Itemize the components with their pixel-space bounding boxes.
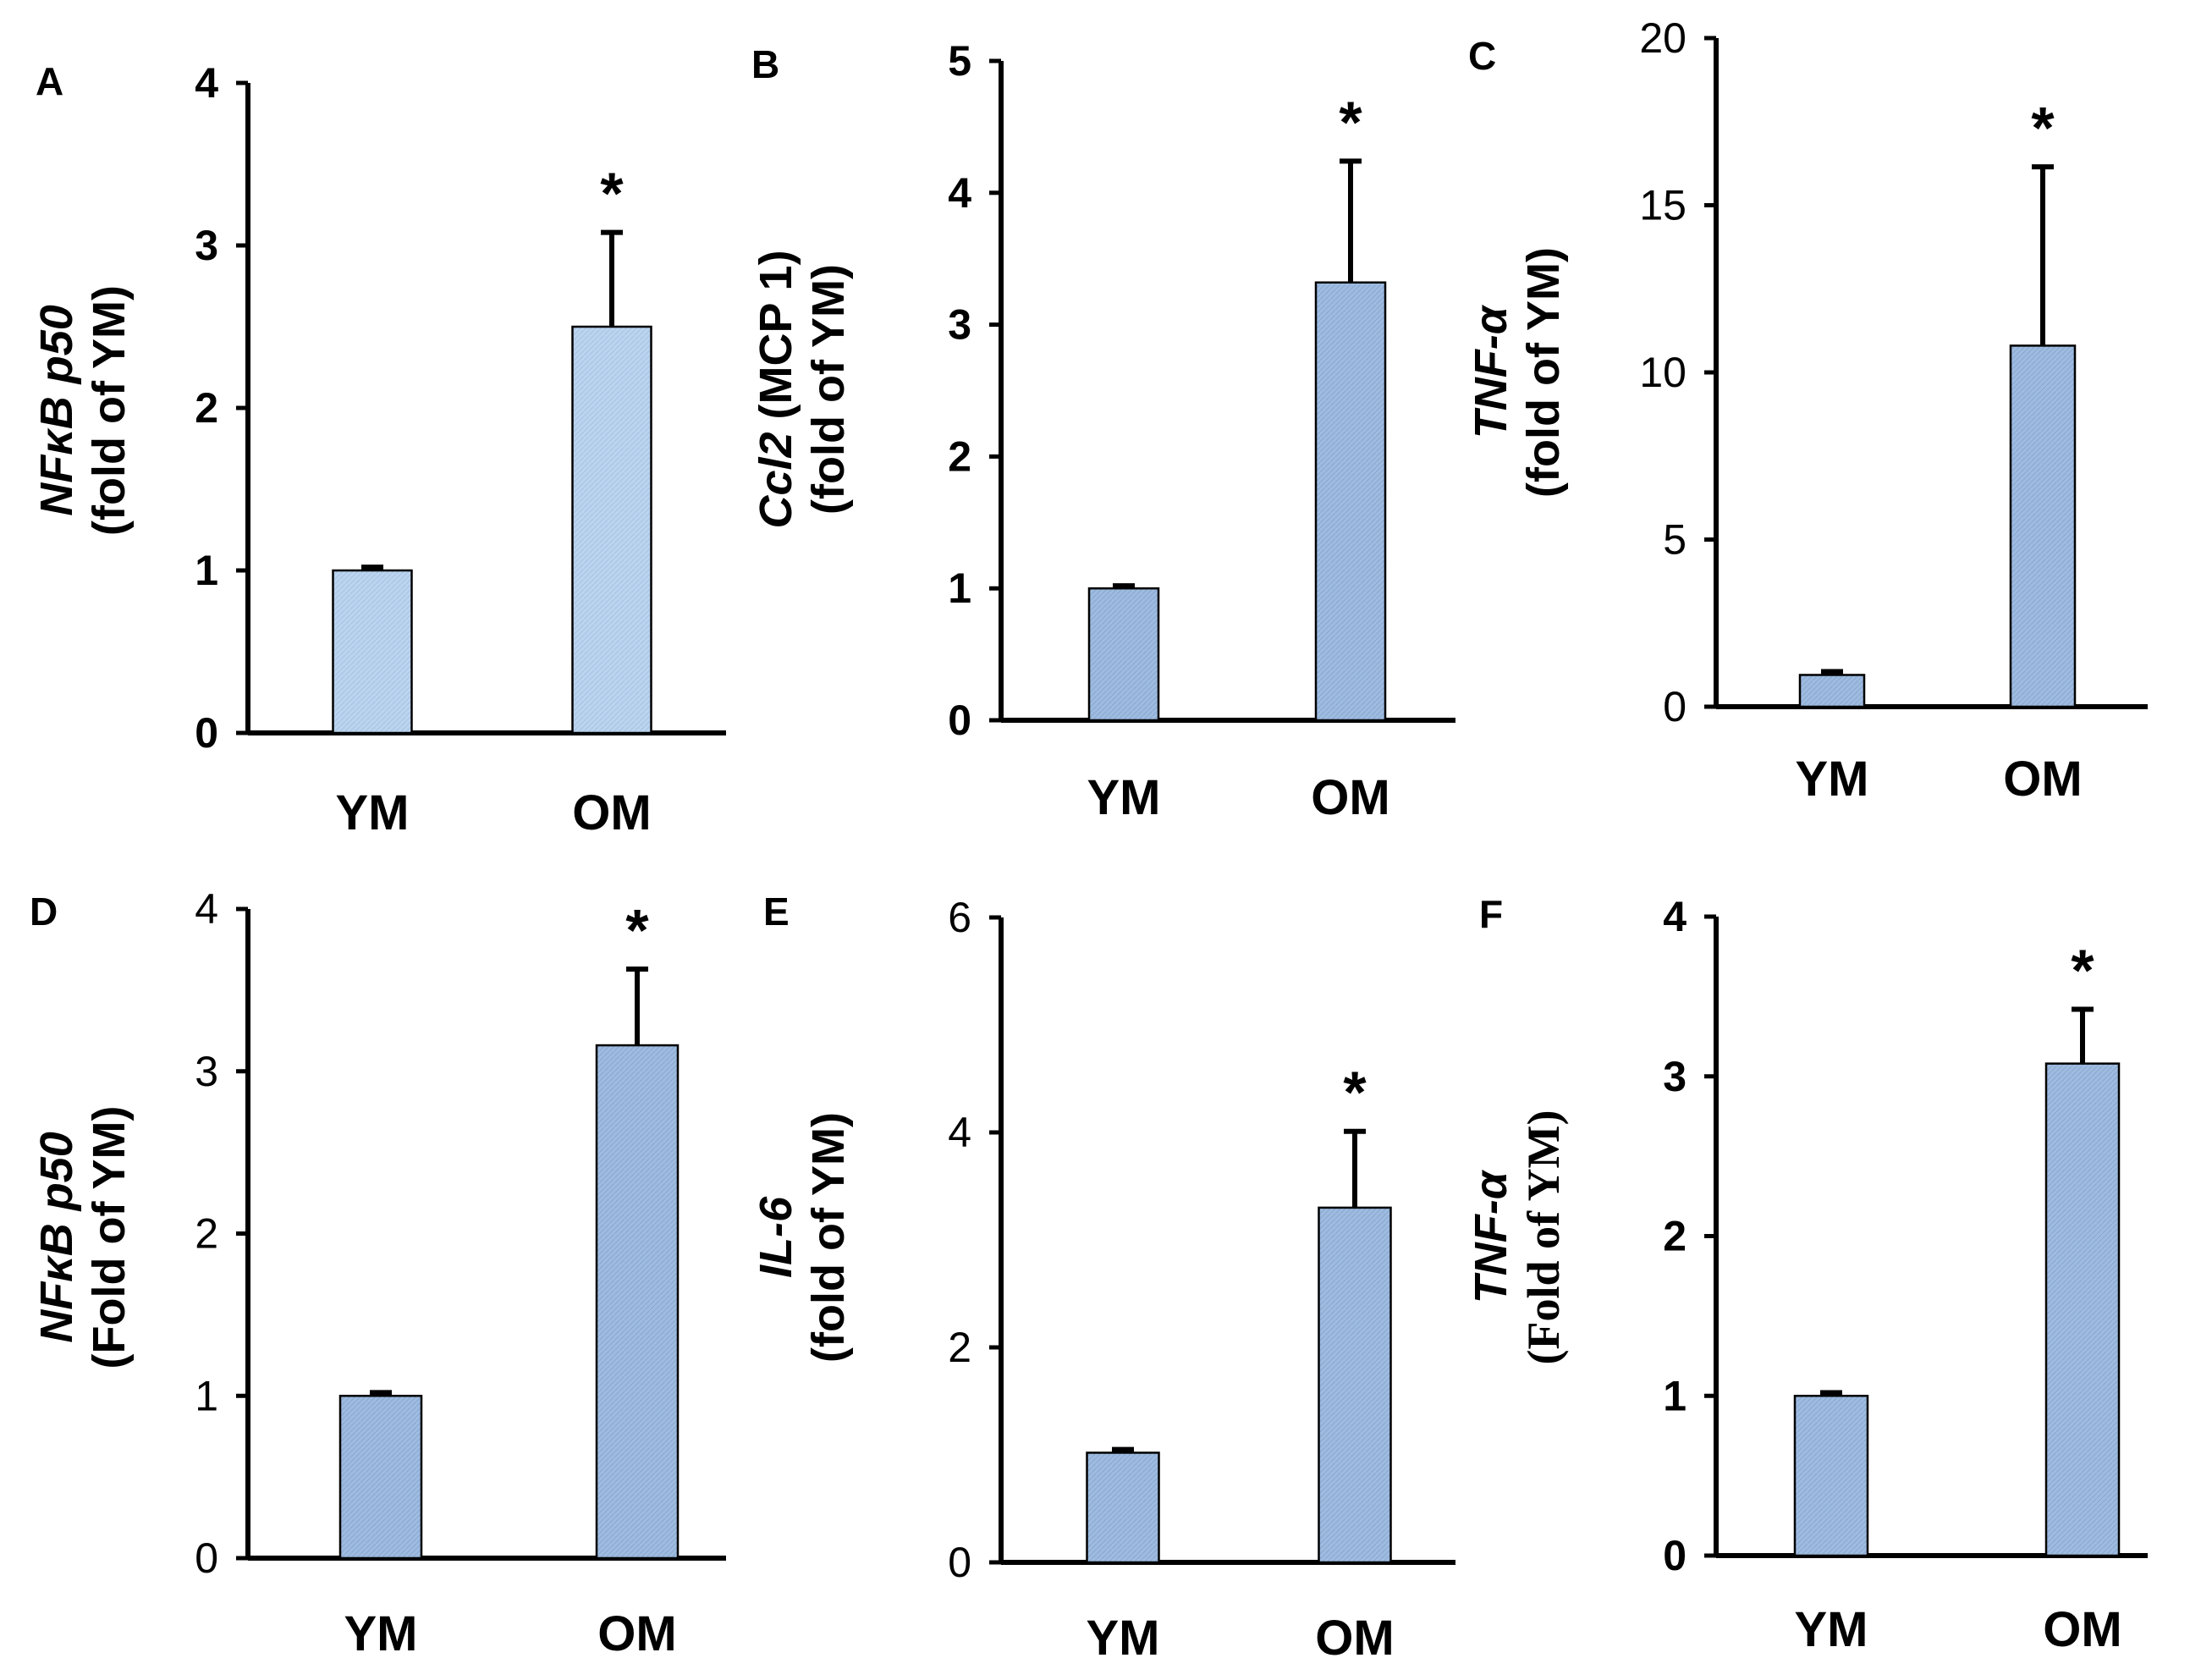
panel-a-y-tick-label: 2 [195,384,218,432]
panel-f-letter: F [1479,892,1503,936]
panel-f-y-axis-gene: TNF-α [1466,1169,1516,1303]
panel-f-y-axis-units: (Fold of YM) [1518,1110,1569,1365]
panel-a-y-axis-label: NFκB p50 (fold of YM) [31,285,135,536]
panel-b-y-tick-label: 3 [948,301,971,349]
panel-b-bar-om [1314,281,1387,722]
panel-a-letter: A [36,59,63,103]
panel-c-y-axis-label: TNF-α (fold of YM) [1466,247,1569,498]
panel-d-y-tick-label: 3 [195,1048,218,1095]
panel-c-y-tick-label: 15 [1639,182,1687,229]
panel-a-y-axis-gene: NFκB p50 [31,305,82,516]
panel-b-bar-ym [1087,587,1160,722]
panel-c-significance-marker: * [2031,95,2055,161]
panel-b-y-axis-gene: Ccl2 (MCP 1) [751,250,801,528]
panel-d-bar-ym [338,1395,423,1560]
panel-f-y-tick-label: 0 [1663,1532,1687,1579]
panel-a-y-tick-label: 1 [195,547,218,594]
panel-a-category-label: OM [572,785,651,840]
panel-a-y-tick-label: 3 [195,222,218,269]
panel-d-significance-marker: * [625,897,649,963]
panel-c-bar-ym [1798,674,1866,708]
panel-f-y-tick-label: 1 [1663,1372,1687,1419]
panel-c-category-label: OM [2003,752,2082,807]
panel-f-y-tick-label: 2 [1663,1213,1687,1260]
panel-e-bar-ym [1086,1451,1160,1564]
panel-e-y-axis-units: (fold of YM) [803,1112,854,1363]
panel-d-y-tick-label: 0 [195,1534,218,1582]
panel-f-bar-ym [1793,1395,1869,1557]
panel-c-y-tick-label: 0 [1663,683,1687,730]
panel-b-letter: B [751,42,779,86]
panel-f-significance-marker: * [2071,937,2094,1003]
panel-f-category-label: OM [2043,1602,2121,1657]
panel-e-y-tick-label: 0 [948,1539,971,1586]
panel-f-y-tick-label: 3 [1663,1053,1687,1100]
panel-d-y-tick-label: 4 [195,885,218,933]
panel-c-category-label: YM [1796,752,1869,807]
panel-d-category-label: OM [597,1606,676,1658]
panel-b-y-tick-label: 0 [948,697,971,744]
panel-a-y-tick-label: 4 [195,59,218,107]
panel-d-y-axis-gene: NFκB p50 [31,1132,82,1343]
panel-b-y-axis-label: Ccl2 (MCP 1) (fold of YM) [751,250,854,528]
panel-b-y-tick-label: 2 [948,432,971,480]
panel-f-y-axis-label: TNF-α (Fold of YM) [1466,1110,1569,1365]
panel-e-y-tick-label: 4 [948,1109,971,1156]
panel-d-y-tick-label: 2 [195,1210,218,1258]
panel-a-y-axis-units: (fold of YM) [84,285,135,536]
panel-b-y-tick-label: 1 [948,565,971,612]
panel-b-y-tick-label: 5 [948,37,971,85]
panel-b-y-axis-units: (fold of YM) [803,264,854,515]
panel-a-category-label: YM [336,785,410,840]
panel-a-y-tick-label: 0 [195,709,218,757]
panel-e-category-label: OM [1315,1611,1394,1658]
panel-f-bar-om [2044,1062,2121,1557]
panel-b-category-label: YM [1087,770,1161,825]
panel-b-category-label: OM [1311,770,1389,825]
panel-d-y-tick-label: 1 [195,1372,218,1419]
panel-e-category-label: YM [1087,1611,1160,1658]
panel-c-y-axis-units: (fold of YM) [1518,247,1569,498]
panel-c-y-axis-gene: TNF-α [1466,304,1516,438]
panel-a-bar-om [571,325,652,735]
panel-f-y-tick-label: 4 [1663,893,1687,940]
panel-c-y-tick-label: 10 [1639,349,1687,396]
panel-d-bar-om [595,1044,680,1560]
panel-b-significance-marker: * [1339,89,1362,155]
panel-c-letter: C [1468,34,1496,78]
panel-f-category-label: YM [1795,1602,1868,1657]
panel-c-bar-om [2009,344,2077,708]
panel-c-y-tick-label: 20 [1639,14,1687,62]
panel-e-y-tick-label: 6 [948,894,971,941]
panel-e-y-tick-label: 2 [948,1324,971,1371]
panel-e-y-axis-label: IL-6 (fold of YM) [751,1112,854,1363]
panel-e-bar-om [1318,1206,1392,1564]
panel-e-significance-marker: * [1343,1060,1367,1126]
panel-a-significance-marker: * [600,161,624,227]
panel-d-letter: D [30,890,58,934]
panel-e-y-axis-gene: IL-6 [751,1196,801,1278]
panel-b-y-tick-label: 4 [948,169,971,217]
panel-d-category-label: YM [344,1606,418,1658]
panel-a-bar-ym [332,569,413,735]
panel-d-y-axis-units: (Fold of YM) [84,1106,135,1369]
panel-e-letter: E [763,890,790,934]
panel-d-y-axis-label: NFκB p50 (Fold of YM) [31,1106,135,1369]
panel-c-y-tick-label: 5 [1663,516,1687,564]
